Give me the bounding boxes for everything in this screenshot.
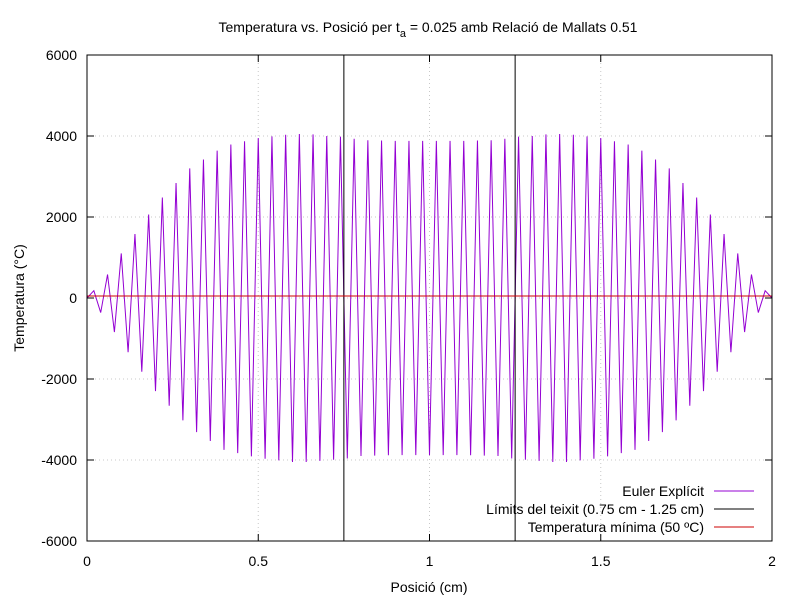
y-tick-label: 0 [69,290,77,306]
y-tick-label: 4000 [46,128,77,144]
y-tick-label: 2000 [46,209,77,225]
series-line-euler-explicit [86,133,773,463]
axis-ticks: -6000 -4000 -2000 0 2000 4000 6000 0 0.5 1 1.5 2 [41,47,776,569]
y-axis-label: Temperatura (°C) [11,244,27,352]
y-tick-label: 6000 [46,47,77,63]
x-tick-label: 0 [83,553,91,569]
legend: Euler Explícit Límits del teixit (0.75 cm… [486,483,754,535]
x-tick-label: 1.5 [591,553,611,569]
y-tick-label: -4000 [41,452,77,468]
x-tick-label: 1 [426,553,434,569]
legend-label: Límits del teixit (0.75 cm - 1.25 cm) [486,501,704,517]
legend-label: Euler Explícit [622,483,704,499]
chart-title-subscript: a [400,28,407,40]
y-tick-label: -2000 [41,371,77,387]
x-tick-label: 2 [768,553,776,569]
y-tick-label: -6000 [41,533,77,549]
grid [87,55,772,541]
plot-area [86,55,773,541]
legend-label: Temperatura mínima (50 ºC) [528,519,704,535]
x-tick-label: 0.5 [249,553,269,569]
chart-title: Temperatura vs. Posició per ta = 0.025 a… [219,19,638,40]
x-axis-label: Posició (cm) [390,579,467,595]
